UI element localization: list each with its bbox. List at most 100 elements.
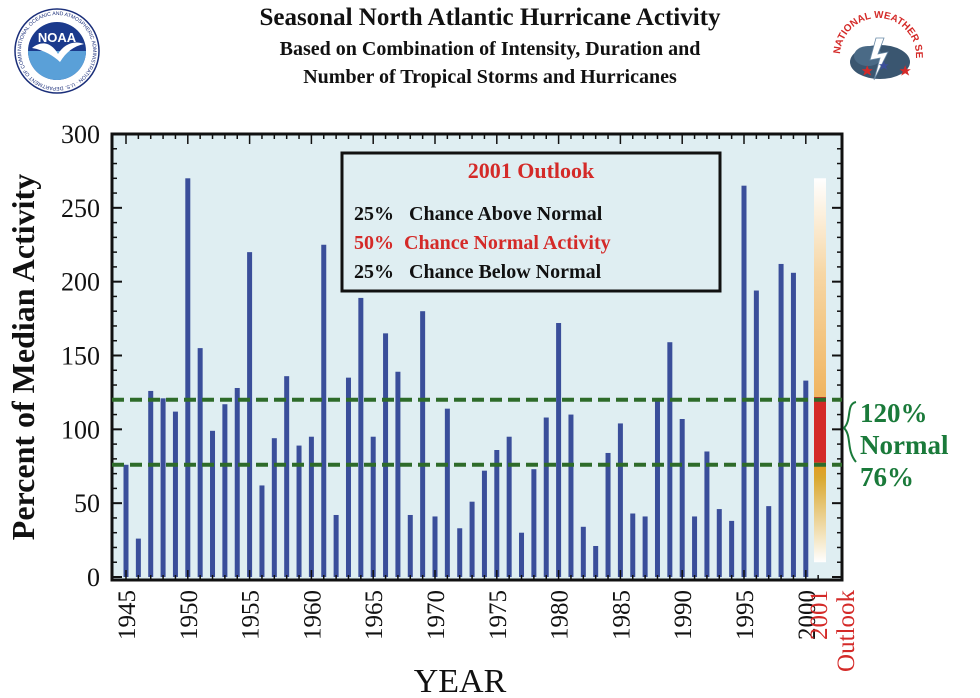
bar-1976 (506, 436, 512, 577)
y-tick-label: 0 (87, 563, 100, 592)
normal-upper-label: 120% (860, 398, 928, 428)
bar-1956 (259, 485, 265, 577)
bar-1988 (654, 399, 660, 577)
bar-2000 (803, 380, 809, 577)
x-tick-label: 1950 (176, 590, 203, 640)
bar-1994 (729, 520, 735, 577)
bar-1978 (531, 469, 537, 577)
bar-1959 (296, 445, 302, 577)
bar-1991 (692, 516, 698, 577)
bar-1983 (593, 545, 599, 577)
star-icon (861, 65, 873, 76)
bar-1957 (271, 438, 277, 577)
bar-1998 (778, 263, 784, 577)
y-tick-label: 100 (61, 415, 100, 444)
bar-1965 (370, 436, 376, 577)
x-tick-label: 2000 (794, 590, 821, 640)
normal-brace (842, 401, 857, 463)
bar-1969 (420, 311, 426, 577)
outlook-tick-label: 2001 (806, 590, 833, 640)
nws-logo: NATIONAL WEATHER SERVICE (830, 8, 924, 102)
bar-1961 (321, 244, 327, 577)
x-tick-label: 1945 (114, 590, 141, 640)
noaa-logo: NOAA NATIONAL OCEANIC AND ATMOSPHERIC AD… (14, 8, 100, 94)
bar-1986 (630, 513, 636, 577)
bar-1945 (123, 464, 129, 577)
bar-1970 (432, 516, 438, 577)
bar-1987 (642, 516, 648, 577)
outlook-above: 25% Chance Above Normal (354, 203, 603, 225)
chart-title: Seasonal North Atlantic Hurricane Activi… (259, 4, 721, 31)
normal-lower-label: 76% (860, 462, 914, 492)
bar-1966 (383, 333, 389, 577)
outlook-title: 2001 Outlook (468, 158, 595, 183)
bar-1958 (284, 376, 290, 577)
bar-series (123, 178, 809, 578)
bar-1962 (333, 514, 339, 577)
bar-1985 (617, 423, 623, 577)
x-tick-label: 1960 (299, 590, 326, 640)
bar-1947 (148, 390, 154, 577)
bar-1973 (469, 501, 475, 577)
chart-subtitle-line2: Number of Tropical Storms and Hurricanes (303, 66, 677, 88)
bar-1950 (185, 178, 191, 578)
outlook-bar (814, 178, 826, 563)
outlook-normal: 50% Chance Normal Activity (354, 232, 611, 254)
bar-1989 (667, 342, 673, 577)
x-tick-label: 1980 (547, 590, 574, 640)
x-tick-label: 1965 (361, 590, 388, 640)
bar-1982 (580, 526, 586, 577)
y-axis-label: Percent of Median Activity (5, 174, 41, 540)
chart-subtitle-line1: Based on Combination of Intensity, Durat… (279, 38, 701, 60)
bar-1992 (704, 451, 710, 577)
bar-1955 (247, 252, 253, 577)
bar-1960 (308, 436, 314, 577)
normal-label: Normal (860, 430, 949, 460)
bar-1997 (766, 506, 772, 577)
bar-1963 (345, 377, 351, 577)
y-tick-label: 150 (61, 342, 100, 371)
bar-1995 (741, 185, 747, 577)
bar-1977 (519, 532, 525, 577)
bar-1972 (457, 528, 463, 577)
x-tick-label: 1970 (423, 590, 450, 640)
noaa-logo-text: NOAA (38, 30, 77, 45)
bar-1954 (234, 387, 240, 577)
y-tick-label: 200 (61, 268, 100, 297)
y-tick-label: 250 (61, 194, 100, 223)
x-tick-label: 1985 (608, 590, 635, 640)
bar-1967 (395, 371, 401, 577)
star-icon (899, 65, 911, 76)
x-tick-label: 1955 (238, 590, 265, 640)
bar-1990 (679, 418, 685, 577)
bar-1996 (753, 290, 759, 577)
bar-1975 (494, 450, 500, 577)
x-axis-label: YEAR (414, 663, 507, 698)
outlook-legend: 2001 Outlook 25% Chance Above Normal 50%… (340, 151, 722, 293)
bar-1952 (210, 430, 216, 577)
outlook-below: 25% Chance Below Normal (354, 261, 602, 283)
bar-1980 (556, 323, 562, 577)
x-tick-label: 1990 (670, 590, 697, 640)
bar-1948 (160, 398, 166, 577)
y-axis: 0 50 100 150 200 250 300 (61, 120, 842, 592)
bar-1946 (135, 538, 141, 577)
bar-1964 (358, 297, 364, 577)
x-tick-label: 1975 (485, 590, 512, 640)
bar-1971 (444, 408, 450, 577)
bar-1984 (605, 452, 611, 577)
bar-1981 (568, 414, 574, 577)
x-axis: 1945 1950 1955 1960 1965 1970 1975 1980 1985 1990… (114, 134, 860, 672)
bar-1979 (543, 417, 549, 577)
bar-1968 (407, 514, 413, 577)
y-tick-label: 300 (61, 120, 100, 149)
outlook-axis-label: Outlook (833, 590, 860, 672)
bar-1949 (172, 411, 178, 577)
star-icon (878, 60, 889, 70)
x-tick-label: 1995 (732, 590, 759, 640)
seagull-icon (32, 42, 84, 62)
y-tick-label: 50 (74, 489, 100, 518)
bar-1951 (197, 348, 203, 577)
lightning-icon (869, 37, 889, 81)
